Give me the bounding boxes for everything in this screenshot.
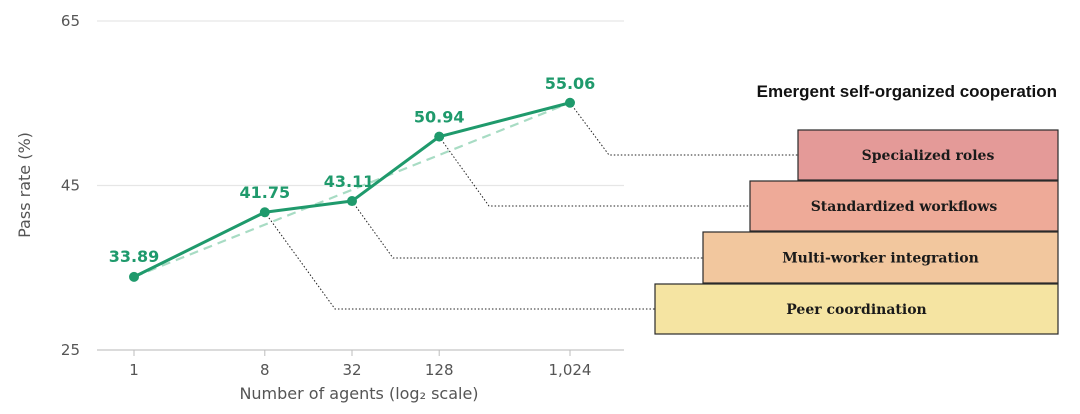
data-point	[434, 131, 445, 142]
cooperation-staircase: Specialized roles Standardized workflows M…	[654, 129, 1059, 335]
data-label: 43.11	[324, 172, 375, 191]
x-tick-label: 128	[425, 361, 454, 379]
stair-label: Standardized workflows	[811, 199, 998, 215]
x-axis-ticks: 1 8 32 128 1,024	[129, 350, 591, 379]
trend-dashed-line	[133, 101, 571, 278]
stair-box	[654, 283, 1059, 335]
y-tick-label: 65	[61, 12, 80, 30]
x-axis-title: Number of agents (log₂ scale)	[239, 384, 478, 403]
data-label: 55.06	[545, 74, 596, 93]
connector-line	[264, 211, 655, 310]
x-tick-label: 1	[129, 361, 139, 379]
stair-box	[702, 231, 1059, 284]
data-point	[129, 271, 139, 282]
data-point	[259, 207, 270, 218]
stair-box	[749, 180, 1059, 232]
data-label: 41.75	[239, 183, 290, 202]
connector-line	[438, 136, 750, 207]
y-axis-ticks: 25 45 65	[61, 12, 80, 359]
stair-label: Multi-worker integration	[782, 251, 979, 267]
x-tick-label: 32	[342, 361, 361, 379]
data-label: 50.94	[414, 108, 465, 127]
connector-line	[569, 102, 798, 156]
stair-label: Specialized roles	[862, 148, 995, 164]
connector-line	[351, 200, 703, 259]
x-tick-label: 1,024	[549, 361, 592, 379]
x-tick-label: 8	[260, 361, 270, 379]
annotation-title: Emergent self-organized cooperation	[757, 82, 1057, 101]
y-tick-label: 45	[61, 177, 80, 195]
data-points	[129, 97, 575, 282]
data-point	[347, 196, 357, 207]
stair-label: Peer coordination	[786, 302, 926, 318]
trend-line	[133, 101, 571, 278]
connector-lines	[264, 102, 798, 310]
stair-box	[797, 129, 1059, 181]
y-axis-title: Pass rate (%)	[15, 132, 34, 238]
data-point	[565, 97, 575, 108]
data-label: 33.89	[109, 247, 160, 266]
y-tick-label: 25	[61, 341, 80, 359]
data-labels: 33.89 41.75 43.11 50.94 55.06	[109, 74, 596, 266]
